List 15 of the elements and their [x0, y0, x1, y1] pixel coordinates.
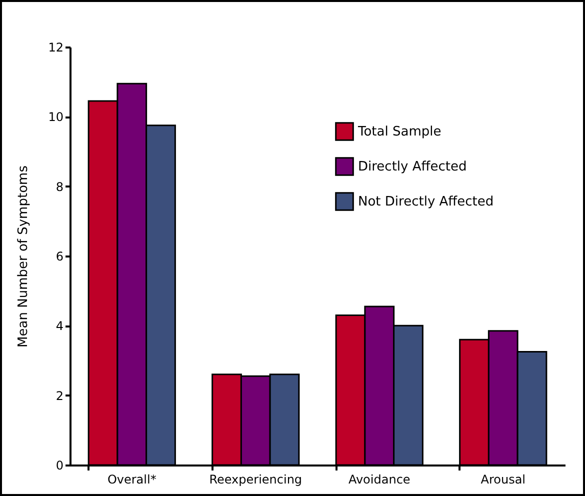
y-tick-label: 4	[56, 319, 64, 334]
y-tick-label: 2	[56, 388, 64, 403]
y-tick-label: 0	[56, 458, 64, 472]
legend-label: Not Directly Affected	[358, 194, 494, 210]
y-tick-label: 12	[48, 40, 64, 54]
x-tick-label: Reexperiencing	[209, 472, 302, 486]
x-tick-label: Arousal	[480, 472, 526, 486]
y-axis-title: Mean Number of Symptoms	[16, 165, 32, 348]
y-tick-label: 6	[56, 250, 64, 264]
y-tick-label: 10	[48, 110, 64, 124]
legend-label: Total Sample	[357, 124, 442, 140]
x-tick-label: Overall*	[107, 472, 156, 486]
x-tick-label: Avoidance	[348, 472, 410, 486]
legend-label: Directly Affected	[358, 160, 467, 174]
y-tick-label: 8	[56, 180, 64, 194]
